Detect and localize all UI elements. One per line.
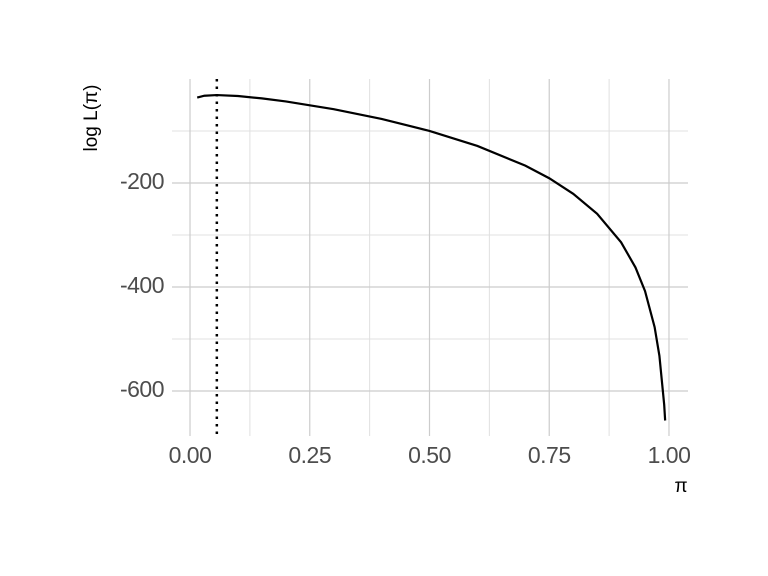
- y-tick-label: -400: [120, 272, 164, 298]
- y-tick-label: -600: [120, 376, 164, 402]
- x-tick-label: 0.75: [528, 442, 571, 468]
- x-tick-label: 0.25: [288, 442, 331, 468]
- y-tick-label: -200: [120, 168, 164, 194]
- x-tick-label: 0.50: [408, 442, 451, 468]
- y-axis-label: log L(π): [81, 85, 102, 152]
- x-tick-label: 0.00: [169, 442, 212, 468]
- x-tick-label: 1.00: [648, 442, 691, 468]
- x-axis-label: π: [674, 476, 687, 497]
- line-series: [196, 93, 667, 421]
